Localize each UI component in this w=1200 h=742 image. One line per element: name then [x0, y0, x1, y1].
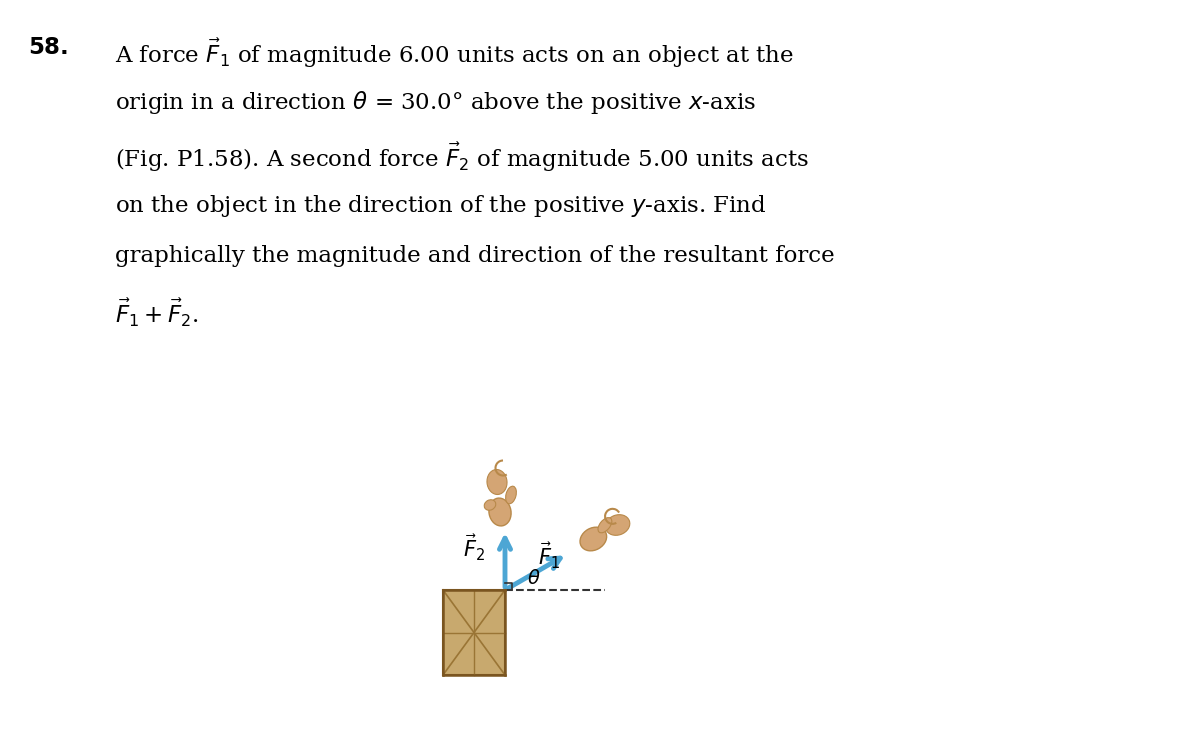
Ellipse shape	[580, 527, 607, 551]
Text: $\theta$: $\theta$	[527, 569, 540, 588]
Text: origin in a direction $\theta$ = 30.0° above the positive $x$-axis: origin in a direction $\theta$ = 30.0° a…	[115, 89, 756, 116]
Text: $\vec{F}_1 + \vec{F}_2$.: $\vec{F}_1 + \vec{F}_2$.	[115, 297, 199, 329]
Text: graphically the magnitude and direction of the resultant force: graphically the magnitude and direction …	[115, 245, 835, 267]
Text: $\vec{F}_1$: $\vec{F}_1$	[538, 541, 560, 571]
Ellipse shape	[488, 498, 511, 526]
Text: A force $\vec{F}_1$ of magnitude 6.00 units acts on an object at the: A force $\vec{F}_1$ of magnitude 6.00 un…	[115, 37, 794, 70]
Ellipse shape	[485, 499, 496, 510]
Text: $\mathbf{58.}$: $\mathbf{58.}$	[28, 37, 68, 59]
Ellipse shape	[487, 470, 508, 494]
Ellipse shape	[598, 518, 612, 533]
Text: $\vec{F}_2$: $\vec{F}_2$	[463, 532, 485, 562]
Text: on the object in the direction of the positive $y$-axis. Find: on the object in the direction of the po…	[115, 193, 767, 219]
Bar	[443, 590, 505, 675]
Text: (Fig. P1.58). A second force $\vec{F}_2$ of magnitude 5.00 units acts: (Fig. P1.58). A second force $\vec{F}_2$…	[115, 141, 809, 174]
Ellipse shape	[605, 515, 630, 535]
Ellipse shape	[505, 486, 516, 504]
